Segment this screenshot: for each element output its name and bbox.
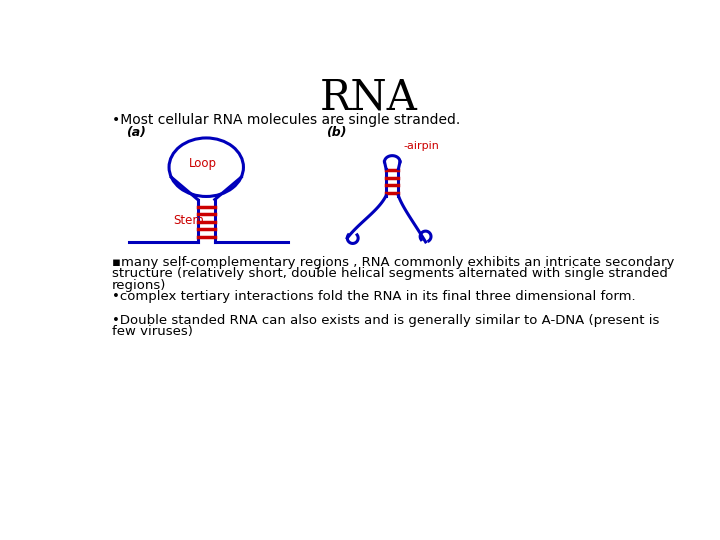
Text: (a): (a) [126,126,145,139]
Text: •Double standed RNA can also exists and is generally similar to A-DNA (present i: •Double standed RNA can also exists and … [112,314,659,327]
Text: •Most cellular RNA molecules are single stranded.: •Most cellular RNA molecules are single … [112,112,460,126]
Text: (b): (b) [326,126,347,139]
Text: -airpin: -airpin [404,141,440,151]
Text: RNA: RNA [320,76,418,118]
Text: few viruses): few viruses) [112,325,192,338]
Text: regions): regions) [112,279,166,292]
Text: Loop: Loop [189,157,217,170]
Text: •complex tertiary interactions fold the RNA in its final three dimensional form.: •complex tertiary interactions fold the … [112,291,635,303]
Text: structure (relatively short, double helical segments alternated with single stra: structure (relatively short, double heli… [112,267,667,280]
Text: ▪many self-complementary regions , RNA commonly exhibits an intricate secondary: ▪many self-complementary regions , RNA c… [112,256,674,269]
Text: Stem: Stem [173,214,204,227]
